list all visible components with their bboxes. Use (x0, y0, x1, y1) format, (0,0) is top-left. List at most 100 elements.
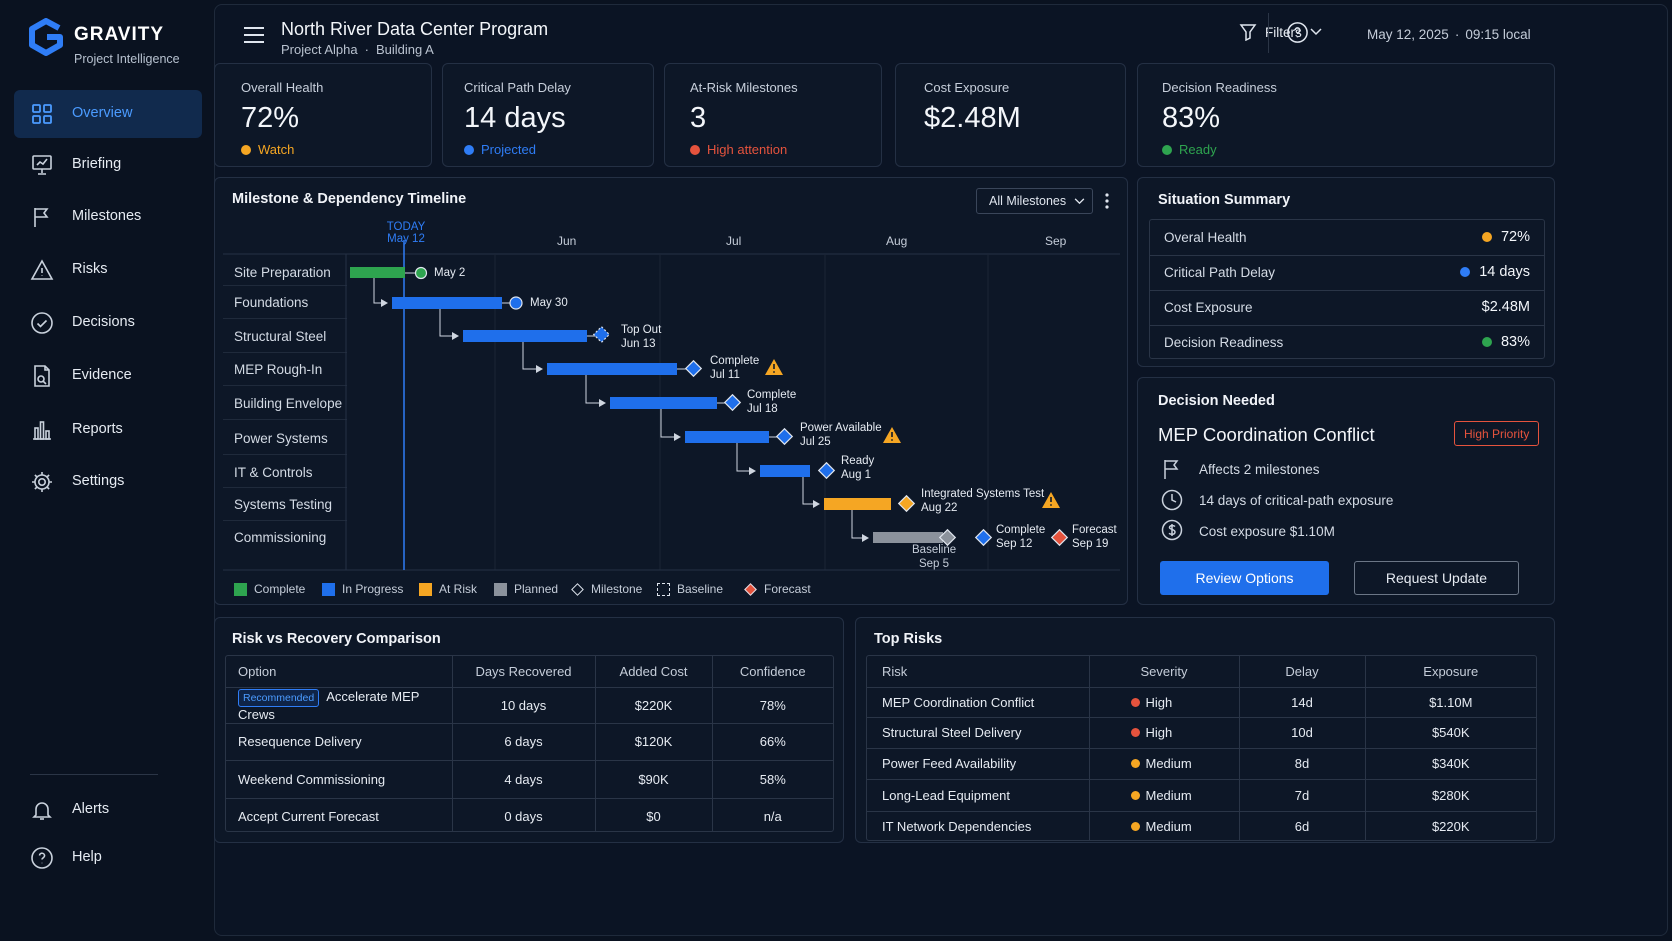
review-options-button[interactable]: Review Options (1160, 561, 1329, 595)
delay-cell: 10d (1239, 717, 1366, 749)
timeline-legend: Complete In Progress At Risk Planned Mil… (234, 582, 1114, 598)
bar-systems-testing[interactable] (824, 498, 891, 510)
table-row[interactable]: Power Feed Availability Medium 8d $340K (867, 748, 1536, 780)
breadcrumb-project[interactable]: Project Alpha (281, 42, 358, 57)
summary-row: Decision Readiness 83% (1150, 325, 1544, 361)
bar-mep-rough-in[interactable] (547, 363, 677, 375)
top-risks-panel: Top Risks Risk Severity Delay Exposure M… (855, 617, 1555, 843)
sidebar-item-reports[interactable]: Reports (14, 406, 202, 454)
presentation-icon (32, 155, 52, 175)
legend-baseline: Baseline (657, 582, 723, 596)
kpi-card-at-risk-milestones[interactable]: At-Risk Milestones 3 High attention (664, 63, 882, 167)
breadcrumb-building[interactable]: Building A (375, 42, 434, 57)
sidebar-item-help[interactable]: Help (14, 834, 202, 882)
milestone-filter-dropdown[interactable]: All Milestones (976, 188, 1093, 214)
situation-summary-panel: Situation Summary Overal Health 72% Criti… (1137, 177, 1555, 367)
sidebar-item-label: Settings (72, 473, 125, 489)
request-update-button[interactable]: Request Update (1354, 561, 1519, 595)
kpi-value: 14 days (464, 102, 566, 134)
sidebar-item-decisions[interactable]: Decisions (14, 299, 202, 347)
kpi-status: Watch (241, 142, 294, 157)
sidebar-item-briefing[interactable]: Briefing (14, 141, 202, 189)
chevron-down-icon (1310, 28, 1322, 36)
summary-value-text: 14 days (1479, 264, 1530, 280)
risk-cell: Power Feed Availability (867, 748, 1090, 780)
milestone-label-line2: Aug 1 (841, 469, 872, 481)
table-row[interactable]: IT Network Dependencies Medium 6d $220K (867, 811, 1536, 840)
sidebar-item-risks[interactable]: Risks (14, 246, 202, 294)
menu-icon[interactable] (243, 25, 265, 45)
month-label-jul: Jul (726, 234, 742, 248)
forecast-label: Forecast Sep 19 (1072, 523, 1117, 551)
milestone-label-line2: Sep 19 (1072, 538, 1109, 550)
more-vertical-icon[interactable] (1104, 192, 1110, 210)
row-label: Power Systems (223, 420, 347, 455)
milestone-marker[interactable] (684, 359, 703, 378)
help-icon[interactable] (1286, 21, 1309, 44)
status-dot (1460, 267, 1471, 277)
column-header[interactable]: Confidence (712, 656, 833, 688)
forecast-marker[interactable] (1050, 528, 1069, 547)
bar-foundations[interactable] (392, 297, 502, 309)
column-header[interactable]: Delay (1239, 656, 1366, 688)
table-row[interactable]: Long-Lead Equipment Medium 7d $280K (867, 779, 1536, 812)
dependency-connector (802, 477, 820, 508)
milestone-marker[interactable] (897, 494, 916, 513)
sidebar-item-alerts[interactable]: Alerts (14, 786, 202, 834)
table-row[interactable]: Structural Steel Delivery High 10d $540K (867, 717, 1536, 749)
milestone-label-line1: Baseline (912, 544, 957, 556)
bar-site-preparation[interactable] (350, 267, 405, 278)
filters-button[interactable]: Filters (1239, 23, 1322, 41)
header-divider (1268, 13, 1269, 53)
bar-structural-steel[interactable] (463, 330, 587, 342)
bar-commissioning[interactable] (873, 532, 943, 543)
decision-fact: Affects 2 milestones (1199, 462, 1320, 477)
column-header[interactable]: Exposure (1365, 656, 1536, 688)
milestone-marker[interactable] (414, 266, 428, 280)
sidebar-item-milestones[interactable]: Milestones (14, 193, 202, 241)
column-header[interactable]: Risk (867, 656, 1090, 688)
column-header[interactable]: Option (226, 656, 453, 688)
kpi-card-critical-path-delay[interactable]: Critical Path Delay 14 days Projected (442, 63, 654, 167)
kpi-card-decision-readiness[interactable]: Decision Readiness 83% Ready (1137, 63, 1555, 167)
kpi-label: Critical Path Delay (464, 80, 571, 95)
table-row[interactable]: Recommended Accelerate MEP Crews 10 days … (226, 687, 833, 724)
column-header[interactable]: Added Cost (595, 656, 713, 688)
milestone-label-line1: Ready (841, 455, 875, 467)
milestone-marker[interactable] (817, 461, 836, 480)
sidebar-item-evidence[interactable]: Evidence (14, 352, 202, 400)
milestone-marker[interactable] (509, 296, 523, 310)
kpi-value: $2.48M (924, 102, 1021, 134)
bar-it-controls[interactable] (760, 465, 810, 477)
filters-label: Filters (1265, 24, 1302, 40)
row-label: MEP Rough-In (223, 353, 347, 386)
severity-cell: Medium (1089, 811, 1240, 840)
table-row[interactable]: MEP Coordination Conflict High 14d $1.10… (867, 687, 1536, 718)
table-row[interactable]: Resequence Delivery 6 days $120K 66% (226, 723, 833, 761)
milestone-marker[interactable] (592, 325, 611, 344)
severity-dot (1130, 697, 1140, 707)
milestone-label: Complete Jul 11 (710, 354, 759, 382)
sidebar-item-settings[interactable]: Settings (14, 458, 202, 506)
filter-icon (1239, 24, 1257, 41)
warning-icon (1042, 492, 1060, 508)
milestone-marker[interactable] (974, 528, 993, 547)
comparison-panel: Risk vs Recovery Comparison Option Days … (214, 617, 844, 843)
risk-cell: Long-Lead Equipment (867, 779, 1090, 812)
sidebar-divider (30, 774, 158, 775)
kpi-card-cost-exposure[interactable]: Cost Exposure $2.48M (895, 63, 1126, 167)
sidebar-item-overview[interactable]: Overview (14, 90, 202, 138)
column-header[interactable]: Days Recovered (452, 656, 596, 688)
kpi-card-overall-health[interactable]: Overall Health 72% Watch (214, 63, 432, 167)
milestone-marker[interactable] (723, 393, 742, 412)
milestone-marker[interactable] (775, 427, 794, 446)
table-row[interactable]: Weekend Commissioning 4 days $90K 58% (226, 760, 833, 799)
breadcrumb-separator: · (364, 42, 369, 57)
bar-building-envelope[interactable] (610, 397, 717, 409)
severity-text: High (1145, 694, 1173, 710)
bar-power-systems[interactable] (685, 431, 769, 443)
today-date: May 12 (387, 233, 425, 245)
days-recovered-cell: 10 days (452, 687, 596, 724)
table-row[interactable]: Accept Current Forecast 0 days $0 n/a (226, 798, 833, 831)
column-header[interactable]: Severity (1089, 656, 1240, 688)
